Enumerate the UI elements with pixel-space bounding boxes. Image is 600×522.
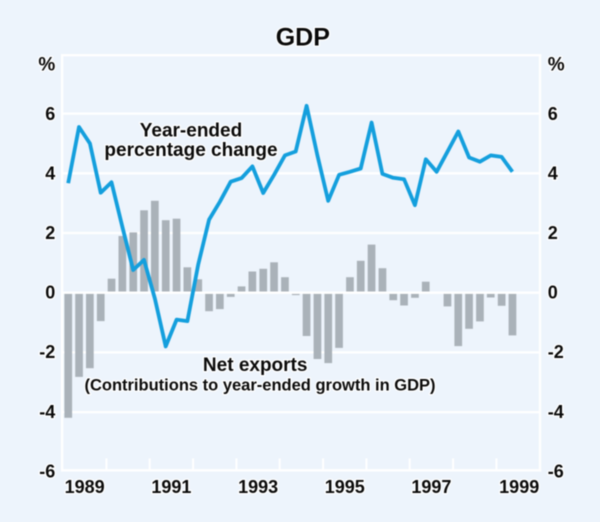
- svg-text:0: 0: [548, 283, 558, 303]
- svg-text:%: %: [548, 54, 565, 75]
- svg-text:1991: 1991: [151, 477, 191, 497]
- svg-text:2: 2: [45, 223, 55, 243]
- svg-text:4: 4: [548, 163, 558, 183]
- svg-text:-2: -2: [39, 342, 55, 362]
- svg-text:1997: 1997: [411, 477, 451, 497]
- svg-text:-4: -4: [548, 402, 564, 422]
- svg-text:Year-ended: Year-ended: [140, 120, 242, 141]
- svg-text:-6: -6: [39, 461, 55, 481]
- svg-text:percentage change: percentage change: [104, 140, 277, 161]
- svg-text:6: 6: [548, 104, 558, 124]
- svg-text:1995: 1995: [325, 477, 365, 497]
- svg-text:GDP: GDP: [276, 23, 330, 51]
- svg-text:1999: 1999: [499, 477, 539, 497]
- svg-text:-6: -6: [548, 461, 564, 481]
- svg-text:-2: -2: [548, 342, 564, 362]
- svg-text:2: 2: [548, 223, 558, 243]
- svg-text:1993: 1993: [238, 477, 278, 497]
- svg-text:%: %: [38, 54, 55, 75]
- svg-text:4: 4: [45, 163, 55, 183]
- svg-text:Net exports: Net exports: [203, 355, 308, 376]
- svg-text:1989: 1989: [65, 477, 105, 497]
- svg-text:(Contributions to year-ended g: (Contributions to year-ended growth in G…: [84, 377, 435, 395]
- svg-text:0: 0: [45, 283, 55, 303]
- svg-text:-4: -4: [39, 402, 55, 422]
- svg-text:6: 6: [45, 104, 55, 124]
